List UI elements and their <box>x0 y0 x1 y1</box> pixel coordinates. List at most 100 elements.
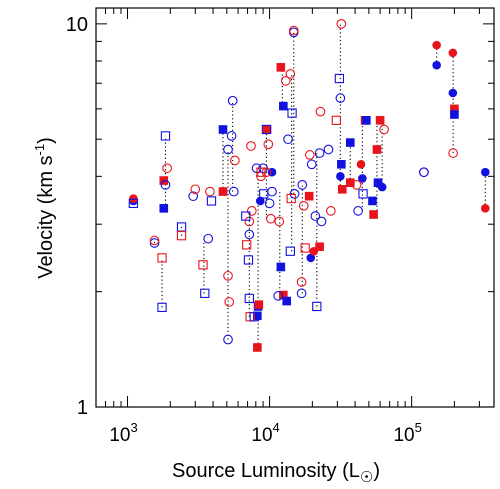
data-point-open-circle <box>304 150 315 160</box>
data-point-open-square <box>249 312 259 322</box>
data-point-filled-circle <box>306 253 316 263</box>
data-point-open-circle <box>283 134 293 145</box>
data-point-open-circle <box>223 270 233 281</box>
data-point-filled-square <box>368 196 377 206</box>
data-point-open-square <box>176 231 187 241</box>
data-point-filled-circle <box>448 48 458 58</box>
data-markers <box>128 19 490 352</box>
data-point-filled-square <box>337 159 346 169</box>
data-point-open-circle <box>188 191 199 202</box>
data-point-filled-circle <box>336 172 345 181</box>
data-point-filled-circle <box>356 159 366 169</box>
y-tick-label: 1 <box>77 397 88 419</box>
data-point-open-circle <box>316 216 327 227</box>
data-point-filled-circle <box>432 40 441 50</box>
data-point-open-circle <box>274 216 285 227</box>
data-point-open-circle <box>267 186 277 197</box>
data-point-open-circle <box>280 75 291 86</box>
data-point-open-square <box>358 189 368 199</box>
x-axis-label: Source Luminosity (L☉) <box>172 460 380 486</box>
data-point-open-circle <box>244 229 255 240</box>
data-point-filled-square <box>253 311 262 321</box>
data-point-filled-square <box>282 296 292 306</box>
data-point-filled-square <box>375 116 385 125</box>
data-point-filled-square <box>254 300 264 309</box>
data-point-open-square <box>285 246 295 256</box>
data-point-open-circle <box>379 124 389 135</box>
data-point-filled-square <box>253 343 262 352</box>
data-point-open-square <box>334 73 345 84</box>
data-point-filled-square <box>450 110 459 119</box>
data-point-open-circle <box>261 167 272 178</box>
data-point-filled-square <box>218 125 228 134</box>
y-tick-label: 10 <box>66 14 88 36</box>
data-point-filled-square <box>262 125 272 134</box>
data-point-filled-circle <box>432 60 441 70</box>
data-point-open-square <box>157 253 167 263</box>
data-point-open-circle <box>263 139 274 150</box>
data-point-open-circle <box>226 131 237 141</box>
data-point-open-square <box>331 115 341 125</box>
data-point-open-circle <box>160 180 171 190</box>
data-point-open-square <box>243 255 254 265</box>
data-point-open-square <box>241 211 251 221</box>
axis-ticks <box>95 8 494 408</box>
data-point-open-circle <box>326 206 336 216</box>
data-point-open-circle <box>323 144 334 155</box>
data-point-open-square <box>312 301 322 312</box>
data-point-open-square <box>206 196 217 206</box>
data-point-filled-square <box>276 262 286 272</box>
data-point-filled-square <box>345 138 355 147</box>
x-tick-label: 103 <box>109 420 137 446</box>
data-point-open-square <box>198 260 208 270</box>
data-point-filled-circle <box>480 167 490 177</box>
data-point-filled-square <box>345 178 355 187</box>
data-point-open-square <box>160 131 171 141</box>
data-point-open-square <box>286 193 296 204</box>
data-point-filled-square <box>373 178 383 187</box>
data-point-filled-square <box>337 184 347 194</box>
data-point-open-circle <box>246 206 257 216</box>
data-point-open-circle <box>351 180 362 190</box>
data-point-open-circle <box>244 216 255 227</box>
data-point-filled-circle <box>480 204 490 213</box>
data-point-open-circle <box>205 186 215 197</box>
data-point-open-circle <box>448 148 459 158</box>
data-point-open-circle <box>336 19 347 29</box>
data-point-open-circle <box>298 200 309 211</box>
data-point-open-circle <box>288 25 299 36</box>
data-point-filled-circle <box>129 194 138 203</box>
data-point-open-square <box>128 198 139 209</box>
data-point-open-circle <box>224 297 235 307</box>
connector-lines <box>132 23 486 348</box>
data-point-open-circle <box>296 288 307 299</box>
data-point-open-circle <box>228 186 239 197</box>
data-point-open-square <box>244 293 254 304</box>
data-point-filled-square <box>279 290 288 300</box>
data-point-open-circle <box>265 213 276 224</box>
data-point-open-circle <box>306 159 317 170</box>
data-point-open-circle <box>162 163 172 174</box>
data-point-open-circle <box>149 238 160 248</box>
data-point-open-circle <box>223 334 233 345</box>
data-point-open-circle <box>310 211 321 221</box>
data-point-open-square <box>242 240 252 250</box>
x-tick-label: 105 <box>393 420 421 446</box>
sun-symbol-icon: ☉ <box>360 469 373 486</box>
data-point-open-square <box>259 189 269 199</box>
data-point-open-circle <box>289 189 300 199</box>
x-tick-label: 104 <box>251 420 279 446</box>
data-point-open-circle <box>315 106 326 117</box>
data-point-open-square <box>200 288 210 298</box>
data-point-open-circle <box>223 144 233 155</box>
data-point-filled-square <box>369 210 378 219</box>
data-point-open-circle <box>149 235 160 246</box>
data-point-filled-square <box>315 242 324 252</box>
data-point-filled-square <box>276 63 286 72</box>
data-point-open-circle <box>353 206 363 216</box>
data-point-open-circle <box>190 184 201 195</box>
data-point-filled-circle <box>358 174 367 183</box>
data-point-open-circle <box>230 155 240 166</box>
